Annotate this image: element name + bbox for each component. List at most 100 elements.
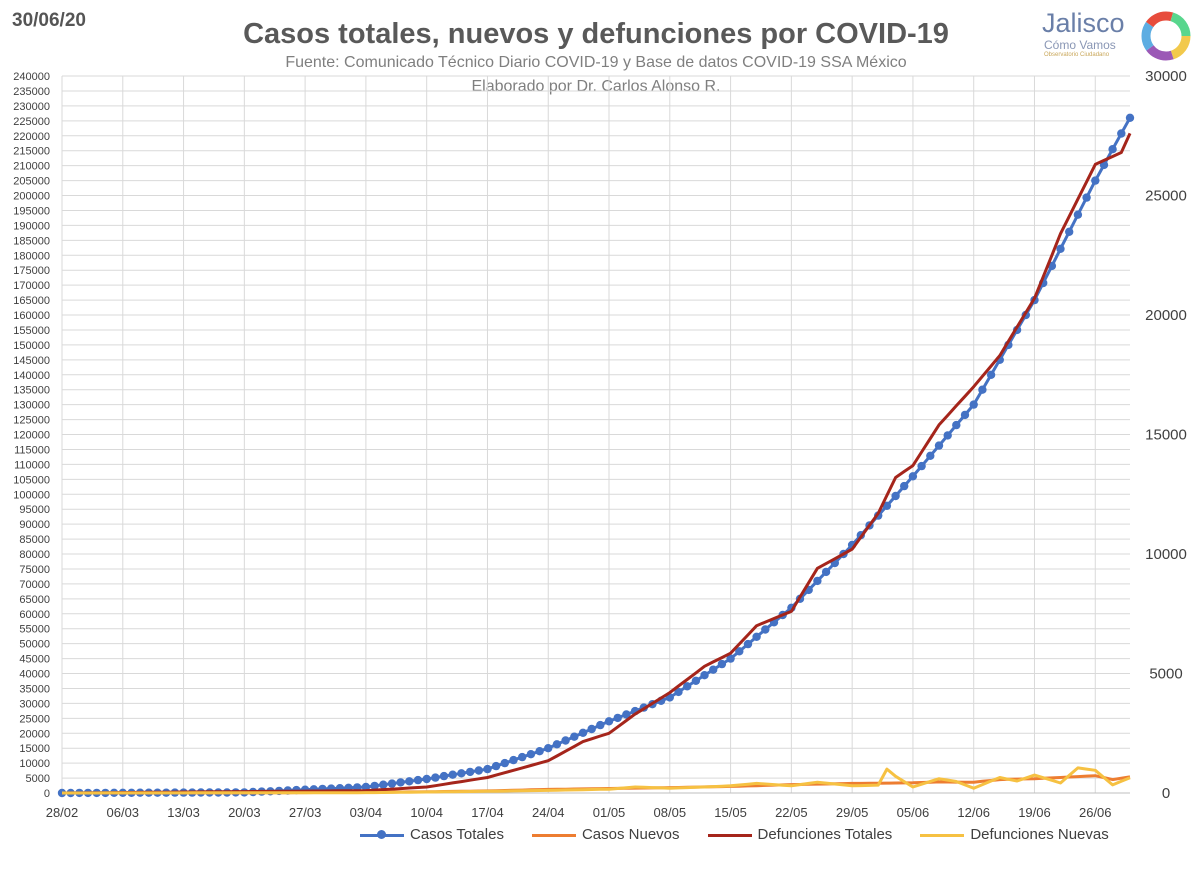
y-left-tick-label: 60000	[19, 609, 50, 621]
data-point	[943, 431, 952, 440]
y-right-tick-label: 0	[1162, 785, 1170, 802]
data-point	[691, 676, 701, 685]
data-point	[413, 775, 423, 785]
y-left-tick-label: 10000	[19, 758, 50, 770]
data-point	[908, 472, 918, 481]
data-point	[500, 758, 509, 768]
data-point	[431, 773, 440, 782]
legend-item: Defunciones Totales	[707, 826, 893, 843]
data-point	[570, 732, 579, 741]
data-point	[535, 747, 544, 756]
data-point	[613, 713, 622, 723]
y-left-tick-label: 130000	[13, 400, 50, 412]
y-left-tick-label: 140000	[13, 370, 50, 382]
data-point	[1108, 145, 1117, 154]
y-right-tick-label: 5000	[1149, 666, 1182, 683]
legend-swatch	[531, 828, 576, 842]
data-point	[465, 767, 475, 777]
data-point	[1091, 176, 1100, 185]
y-left-tick-label: 40000	[19, 669, 50, 681]
data-point	[1082, 193, 1091, 202]
data-point	[483, 764, 492, 774]
logo-subtitle: Cómo Vamos	[1044, 38, 1116, 52]
y-left-tick-label: 240000	[13, 71, 50, 83]
x-tick-label: 13/03	[167, 805, 200, 820]
y-left-tick-label: 35000	[19, 683, 50, 695]
series-line-casos-totales	[62, 117, 1132, 795]
y-left-tick-label: 115000	[14, 444, 50, 456]
y-left-tick-label: 45000	[19, 654, 50, 666]
x-tick-label: 29/05	[836, 805, 869, 820]
data-point	[604, 717, 614, 726]
y-left-tick-label: 120000	[13, 430, 50, 442]
y-left-tick-label: 185000	[13, 235, 50, 247]
data-point	[891, 491, 900, 501]
y-left-tick-label: 55000	[19, 624, 50, 636]
y-left-tick-label: 20000	[19, 728, 50, 740]
x-tick-label: 24/04	[532, 805, 565, 820]
data-point	[917, 461, 926, 471]
x-tick-label: 19/06	[1018, 805, 1051, 820]
data-point	[1056, 244, 1065, 253]
data-point	[813, 576, 822, 586]
y-left-tick-label: 125000	[13, 415, 50, 427]
x-tick-label: 26/06	[1079, 805, 1112, 820]
y-right-tick-label: 30000	[1145, 68, 1187, 85]
y-left-tick-label: 95000	[19, 504, 50, 516]
chart-title: Casos totales, nuevos y defunciones por …	[243, 18, 949, 50]
data-point	[926, 451, 935, 460]
y-left-tick-label: 180000	[13, 250, 50, 262]
y-left-tick-label: 160000	[13, 310, 50, 322]
axes: 0 5000 10000 15000 20000 25000 30000 35000 40000…	[13, 68, 1187, 820]
legend-label: Defunciones Totales	[757, 826, 893, 843]
data-point	[387, 779, 397, 788]
data-point	[761, 625, 770, 634]
logo-title: Jalisco	[1042, 8, 1125, 38]
x-tick-label: 20/03	[228, 805, 261, 820]
data-point	[960, 410, 970, 420]
data-point	[396, 778, 405, 787]
y-left-tick-label: 235000	[13, 86, 50, 98]
y-left-tick-label: 155000	[13, 325, 50, 337]
y-left-tick-label: 170000	[13, 280, 50, 292]
data-point	[717, 659, 727, 669]
data-point	[439, 771, 449, 781]
data-point	[587, 724, 596, 734]
data-point	[544, 744, 553, 753]
x-tick-label: 15/05	[714, 805, 747, 820]
y-left-tick-label: 145000	[13, 355, 50, 367]
x-tick-label: 03/04	[350, 805, 383, 820]
y-left-tick-label: 105000	[13, 474, 50, 486]
y-left-tick-label: 15000	[19, 743, 50, 755]
y-left-tick-label: 70000	[19, 579, 50, 591]
data-point	[622, 710, 631, 719]
chart-subtitle: Fuente: Comunicado Técnico Diario COVID-…	[285, 54, 907, 71]
date-label: 30/06/20	[12, 10, 86, 31]
data-point	[596, 720, 605, 730]
data-point	[474, 766, 483, 775]
x-tick-label: 17/04	[471, 805, 504, 820]
y-left-tick-label: 210000	[13, 161, 50, 173]
x-tick-label: 05/06	[897, 805, 930, 820]
data-point	[934, 441, 944, 450]
chart-legend: Casos Totales Casos Nuevos Defunciones Tot…	[360, 826, 1109, 843]
logo-ring-icon	[1141, 11, 1191, 61]
y-left-tick-label: 150000	[13, 340, 50, 352]
y-left-tick-label: 90000	[19, 519, 50, 531]
y-left-tick-label: 75000	[19, 564, 50, 576]
data-point	[509, 755, 518, 765]
y-left-tick-label: 200000	[13, 191, 50, 203]
data-point	[578, 728, 588, 737]
y-left-tick-label: 25000	[19, 713, 50, 725]
logo-tagline: Observatorio Ciudadano	[1044, 52, 1110, 58]
data-point	[561, 736, 570, 745]
y-left-tick-label: 175000	[13, 265, 50, 277]
y-left-tick-label: 30000	[19, 698, 50, 710]
y-left-tick-label: 0	[44, 788, 50, 800]
y-left-tick-label: 230000	[13, 101, 50, 113]
x-tick-label: 06/03	[107, 805, 140, 820]
legend-swatch	[360, 828, 404, 842]
data-point	[700, 671, 709, 680]
series-line-defunciones-nuevas	[62, 766, 1131, 795]
